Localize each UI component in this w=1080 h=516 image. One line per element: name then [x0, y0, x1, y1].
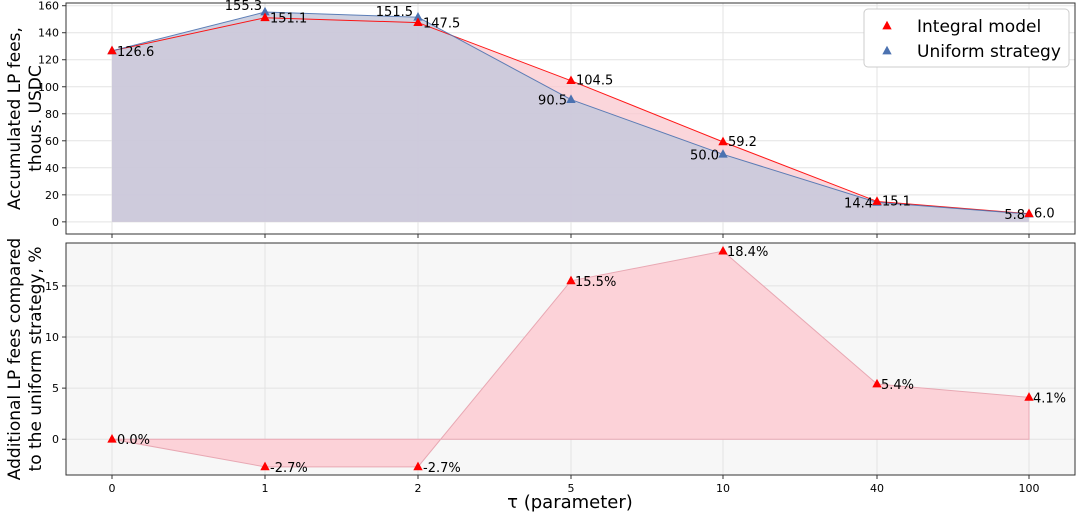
- y-tick-label: 5: [52, 382, 59, 395]
- y-tick-label: 10: [45, 331, 59, 344]
- data-marker: [413, 461, 423, 471]
- data-marker: [566, 75, 576, 85]
- data-label: 5.4%: [881, 378, 914, 393]
- data-label: 6.0: [1034, 207, 1055, 222]
- data-label: 5.8: [1004, 208, 1025, 223]
- data-marker: [107, 434, 117, 443]
- legend-marker: [882, 20, 892, 30]
- data-marker: [260, 461, 270, 471]
- data-label: 126.6: [117, 45, 154, 60]
- y-tick-label: 100: [38, 81, 59, 94]
- data-label: -2.7%: [423, 461, 461, 476]
- x-axis-label: τ (parameter): [507, 492, 633, 513]
- data-label: 151.1: [270, 12, 307, 27]
- legend-marker: [882, 45, 892, 55]
- data-marker: [107, 45, 117, 55]
- data-label: 15.1: [882, 194, 911, 209]
- data-marker: [718, 149, 728, 158]
- data-marker: [872, 196, 882, 205]
- y-axis-label: Additional LP fees comparedto the unifor…: [5, 238, 46, 480]
- data-label: 104.5: [576, 74, 613, 89]
- data-marker: [1024, 392, 1034, 401]
- x-tick-label: 2: [415, 482, 422, 495]
- legend-label: Uniform strategy: [917, 42, 1061, 62]
- y-tick-label: 40: [45, 162, 59, 175]
- data-label: 147.5: [423, 17, 460, 32]
- y-tick-label: 80: [45, 108, 59, 121]
- data-label: 59.2: [728, 135, 757, 150]
- data-marker: [260, 6, 270, 16]
- y-axis-label-line: Accumulated LP fees,: [5, 27, 25, 210]
- data-marker: [260, 12, 270, 22]
- data-label: 4.1%: [1033, 391, 1066, 406]
- y-tick-label: 60: [45, 135, 59, 148]
- data-label: 50.0: [690, 148, 719, 163]
- y-axis-label-line: to the uniform strategy, %: [26, 247, 46, 472]
- x-tick-label: 100: [1019, 482, 1040, 495]
- data-label: 151.5: [376, 5, 413, 20]
- legend-label: Integral model: [917, 17, 1041, 37]
- data-marker: [1024, 208, 1034, 218]
- data-marker: [566, 275, 576, 285]
- x-tick-label: 40: [870, 482, 884, 495]
- data-marker: [566, 94, 576, 103]
- y-tick-label: 15: [45, 280, 59, 293]
- x-tick-label: 1: [262, 482, 269, 495]
- y-tick-label: 120: [38, 54, 59, 67]
- data-marker: [413, 11, 423, 21]
- data-marker: [718, 136, 728, 146]
- data-label: 15.5%: [575, 275, 616, 290]
- data-label: 0.0%: [117, 433, 150, 448]
- y-axis-label: Accumulated LP fees,thous. USDC: [5, 27, 46, 210]
- legend: Integral model Uniform strategy: [863, 8, 1070, 68]
- y-axis-label-line: thous. USDC: [26, 65, 46, 171]
- data-label: -2.7%: [270, 461, 308, 476]
- series-area-uniform: [112, 12, 1029, 222]
- x-tick-label: 0: [109, 482, 116, 495]
- data-label: 14.4: [844, 196, 873, 211]
- y-axis-label-line: Additional LP fees compared: [5, 238, 25, 480]
- y-tick-label: 140: [38, 27, 59, 40]
- y-tick-label: 0: [52, 433, 59, 446]
- y-tick-label: 160: [38, 0, 59, 13]
- data-marker: [872, 378, 882, 388]
- data-marker: [718, 245, 728, 255]
- x-tick-label: 10: [716, 482, 730, 495]
- data-marker: [413, 17, 423, 26]
- data-label: 18.4%: [727, 245, 768, 260]
- y-tick-label: 0: [52, 216, 59, 229]
- top-panel: 126.6 151.1 147.5 104.5 59.2 15.1 6.0 155.3 151.…: [5, 0, 1076, 238]
- data-label: 155.3: [225, 0, 262, 14]
- y-tick-label: 20: [45, 189, 59, 202]
- legend-box: [863, 8, 1070, 68]
- data-label: 90.5: [538, 94, 567, 109]
- x-tick-label: 5: [568, 482, 575, 495]
